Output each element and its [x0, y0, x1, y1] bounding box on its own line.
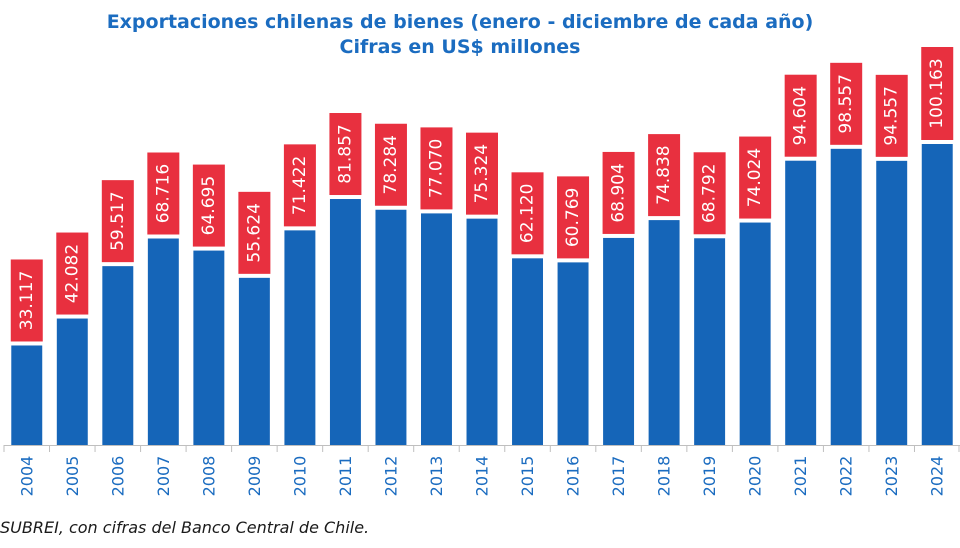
- data-label-2007: 68.716: [153, 164, 173, 223]
- x-tick-label-2012: 2012: [381, 456, 400, 497]
- chart-subtitle: Cifras en US$ millones: [339, 36, 581, 58]
- x-tick-label-2022: 2022: [837, 456, 856, 497]
- x-tick-label-2013: 2013: [427, 456, 446, 497]
- data-label-box-2015: [511, 172, 544, 255]
- x-tick-label-2014: 2014: [473, 456, 492, 497]
- data-label-2023: 94.557: [882, 86, 902, 145]
- data-label-box-2023: [875, 74, 908, 157]
- bar-2011: [329, 199, 361, 445]
- x-tick-label-2006: 2006: [108, 456, 127, 497]
- data-label-2020: 74.024: [745, 148, 765, 207]
- bar-2005: [56, 318, 88, 445]
- bar-2010: [284, 230, 316, 445]
- chart-title-block: Exportaciones chilenas de bienes (enero …: [0, 10, 920, 60]
- bar-2023: [876, 160, 908, 445]
- bar-2019: [694, 238, 726, 445]
- bar-2006: [102, 266, 134, 445]
- x-tick-label-2020: 2020: [746, 456, 765, 497]
- data-label-2009: 55.624: [244, 203, 264, 262]
- x-tick-label-2005: 2005: [63, 456, 82, 497]
- bar-2004: [11, 345, 43, 445]
- x-tick-label-2024: 2024: [928, 456, 947, 497]
- x-tick-label-2015: 2015: [518, 456, 537, 497]
- data-label-box-2010: [283, 144, 316, 227]
- x-tick-label-2019: 2019: [700, 456, 719, 497]
- data-label-box-2006: [101, 180, 134, 263]
- x-tick-label-2016: 2016: [564, 456, 583, 497]
- x-tick-label-2007: 2007: [154, 456, 173, 497]
- data-label-box-2008: [192, 164, 225, 247]
- data-label-2006: 59.517: [108, 191, 128, 250]
- bar-2024: [921, 144, 953, 445]
- data-label-box-2013: [420, 127, 453, 210]
- data-label-box-2022: [830, 62, 863, 145]
- data-label-2008: 64.695: [199, 176, 219, 235]
- data-label-box-2012: [374, 123, 407, 206]
- data-label-2014: 75.324: [472, 144, 492, 203]
- data-label-box-2011: [329, 113, 362, 196]
- x-tick-label-2011: 2011: [336, 456, 355, 497]
- data-label-2010: 71.422: [290, 156, 310, 215]
- bar-2016: [557, 262, 589, 445]
- data-label-box-2019: [693, 152, 726, 235]
- data-label-2015: 62.120: [518, 184, 538, 243]
- x-tick-label-2023: 2023: [882, 456, 901, 497]
- data-label-2016: 60.769: [563, 188, 583, 247]
- x-tick-label-2017: 2017: [609, 456, 628, 497]
- bar-2013: [420, 213, 452, 445]
- data-label-2013: 77.070: [426, 139, 446, 198]
- data-label-box-2009: [238, 191, 271, 274]
- data-label-2017: 68.904: [609, 163, 629, 222]
- data-label-2021: 94.604: [791, 86, 811, 145]
- data-label-box-2007: [147, 152, 180, 235]
- source-note: SUBREI, con cifras del Banco Central de …: [0, 518, 370, 537]
- x-tick-label-2010: 2010: [290, 456, 309, 497]
- bar-2008: [193, 250, 225, 445]
- bar-2012: [375, 209, 407, 445]
- data-label-2019: 68.792: [700, 164, 720, 223]
- x-tick-label-2008: 2008: [199, 456, 218, 497]
- data-label-box-2021: [784, 74, 817, 157]
- data-label-box-2016: [557, 176, 590, 259]
- data-label-2022: 98.557: [836, 74, 856, 133]
- x-tick-label-2004: 2004: [17, 456, 36, 497]
- bar-2021: [785, 160, 817, 445]
- bar-2007: [147, 238, 179, 445]
- data-label-box-2018: [648, 134, 681, 217]
- data-label-2024: 100.163: [927, 58, 947, 128]
- data-label-box-2005: [56, 232, 89, 315]
- bar-2015: [512, 258, 544, 445]
- data-label-box-2024: [921, 47, 954, 140]
- data-label-2011: 81.857: [335, 124, 355, 183]
- bar-2009: [238, 277, 270, 445]
- chart-title: Exportaciones chilenas de bienes (enero …: [106, 11, 814, 33]
- data-label-2018: 74.838: [654, 145, 674, 204]
- data-label-box-2020: [739, 136, 772, 219]
- x-tick-label-2021: 2021: [791, 456, 810, 497]
- data-label-2005: 42.082: [62, 244, 82, 303]
- bar-2022: [830, 148, 862, 446]
- bar-2014: [466, 218, 498, 445]
- data-label-box-2014: [466, 132, 498, 215]
- data-label-2012: 78.284: [381, 135, 401, 194]
- x-tick-label-2018: 2018: [655, 456, 674, 497]
- bar-2020: [739, 222, 771, 445]
- bar-2017: [603, 237, 635, 445]
- bar-2018: [648, 220, 680, 445]
- data-label-box-2017: [602, 151, 635, 234]
- data-label-2004: 33.117: [17, 271, 37, 330]
- x-tick-label-2009: 2009: [245, 456, 264, 497]
- data-label-box-2004: [10, 259, 43, 342]
